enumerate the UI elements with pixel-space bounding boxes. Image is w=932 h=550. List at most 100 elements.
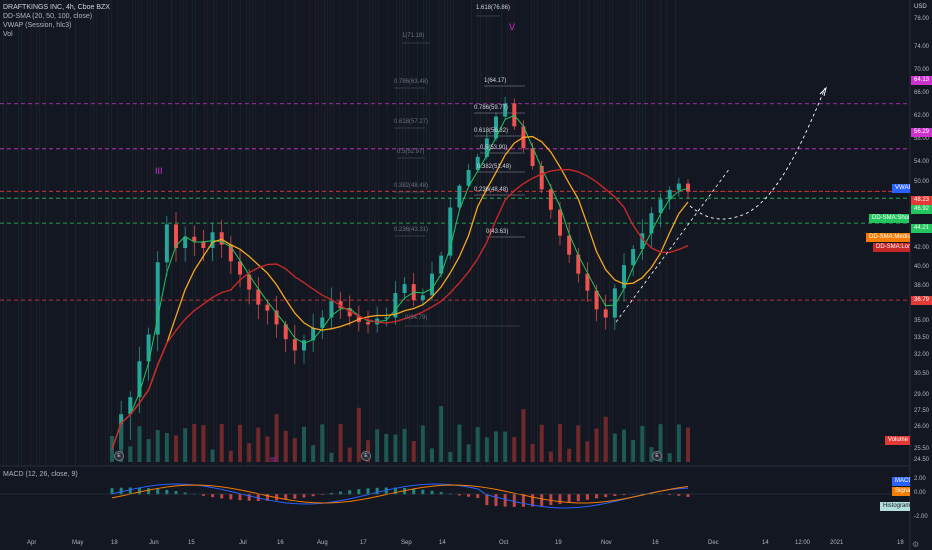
macd-histogram-bar [585, 494, 589, 500]
earnings-event-icon[interactable]: E [361, 451, 371, 461]
macd-histogram-bar [403, 488, 407, 495]
bg-stripe [147, 0, 149, 466]
volume-bar [247, 443, 252, 462]
volume-bar [539, 424, 544, 462]
bg-stripe [378, 0, 380, 466]
bg-stripe [552, 0, 554, 466]
price-tick: 30.50 [914, 371, 930, 377]
currency-label[interactable]: USD [914, 4, 927, 10]
gear-icon[interactable]: ⚙ [912, 540, 920, 549]
bg-stripe [3, 0, 5, 466]
candle-body [548, 189, 553, 210]
fib-left-05: 0.5(52.97) [397, 149, 425, 155]
indicator-dd-sma[interactable]: DD-SMA (20, 50, 100, close) [3, 13, 93, 20]
indicator-vwap[interactable]: VWAP (Session, hlc3) [3, 22, 72, 29]
candle-body [503, 103, 508, 117]
macd-histogram-bar [412, 488, 416, 495]
candle-body [219, 232, 224, 245]
bg-stripe [402, 0, 404, 466]
macd-histogram-bar [357, 489, 361, 495]
candle-body [146, 334, 151, 362]
price-tag-48-23: 48.23 [911, 196, 932, 205]
macd-histogram-bar [622, 494, 626, 496]
fib-left-0: 0(34.79) [405, 315, 428, 321]
dd-sma-long-tag: DD-SMA:Long [873, 243, 910, 252]
macd-histogram-bar [613, 494, 617, 496]
candle-body [612, 288, 617, 318]
candle-body [539, 166, 544, 190]
bg-stripe [135, 0, 137, 466]
volume-bar [686, 427, 690, 462]
macd-histogram-bar [375, 487, 379, 495]
price-tick: 38.00 [914, 283, 930, 289]
candle-body [247, 274, 252, 290]
candle-body [457, 185, 462, 208]
volume-tag: Volume [885, 436, 910, 445]
sma-medium-line [111, 135, 689, 450]
macd-histogram-bar [302, 494, 306, 498]
candle-body [430, 273, 434, 296]
volume-bar [640, 425, 645, 462]
bg-stripe [66, 0, 68, 466]
macd-histogram-bar [238, 494, 242, 501]
candle-body [640, 233, 645, 249]
time-tick: 12:00 [795, 540, 811, 546]
bg-stripe [315, 0, 317, 466]
bg-stripe [171, 0, 173, 466]
volume-bar [411, 440, 416, 462]
volume-bar [311, 445, 316, 462]
bg-stripe [513, 0, 515, 466]
volume-bar [484, 437, 489, 462]
bg-stripe [426, 0, 428, 466]
macd-histogram-bar [201, 494, 205, 496]
indicator-volume[interactable]: Vol [3, 31, 13, 38]
volume-bar [676, 424, 681, 462]
bg-stripe [417, 0, 419, 466]
bg-stripe [156, 0, 158, 466]
bg-stripe [564, 0, 566, 466]
candle-body [676, 183, 681, 190]
volume-bar [210, 449, 215, 462]
macd-line [111, 483, 689, 509]
volume-bar [576, 425, 581, 462]
bg-stripe [246, 0, 248, 466]
bg-stripe [372, 0, 374, 466]
macd-histogram-bar [549, 494, 553, 506]
bg-stripe [330, 0, 332, 466]
fib-left-1618: 1.618(76.86) [476, 5, 511, 11]
bg-stripe [339, 0, 341, 466]
volume-bar [494, 431, 498, 462]
macd-histogram-bar [366, 488, 370, 495]
trendline [615, 167, 731, 323]
volume-bar [292, 438, 297, 462]
dd-sma-medium-tag: DD-SMA:Medium [866, 233, 910, 242]
macd-histogram-bar [430, 490, 434, 495]
macd-histogram-bar [311, 494, 315, 497]
earnings-event-icon[interactable]: E [114, 451, 124, 461]
fib-right-0382: 0.382(51.48) [477, 164, 512, 170]
volume-bar [228, 450, 233, 462]
price-tag-56-29: 56.29 [911, 128, 932, 137]
price-tag-36-79: 36.79 [911, 296, 932, 305]
bg-stripe [108, 0, 110, 466]
price-tick: 29.00 [914, 392, 930, 398]
bg-stripe [396, 0, 398, 466]
macd-histogram-bar [329, 492, 333, 495]
macd-histogram-bar [110, 488, 114, 495]
bg-stripe [321, 0, 323, 466]
bg-stripe [444, 0, 446, 466]
indicator-macd[interactable]: MACD (12, 26, close, 9) [3, 471, 78, 478]
volume-bar [585, 441, 590, 462]
volume-bar [667, 453, 672, 462]
price-tick: 33.50 [914, 335, 930, 341]
bg-stripe [471, 0, 473, 466]
candle-body [228, 244, 233, 262]
volume-bar [302, 426, 306, 462]
earnings-event-icon[interactable]: E [652, 451, 662, 461]
macd-histogram-bar [128, 487, 132, 495]
volume-bar [375, 429, 380, 462]
volume-bar [430, 448, 434, 462]
volume-bar [155, 430, 160, 462]
